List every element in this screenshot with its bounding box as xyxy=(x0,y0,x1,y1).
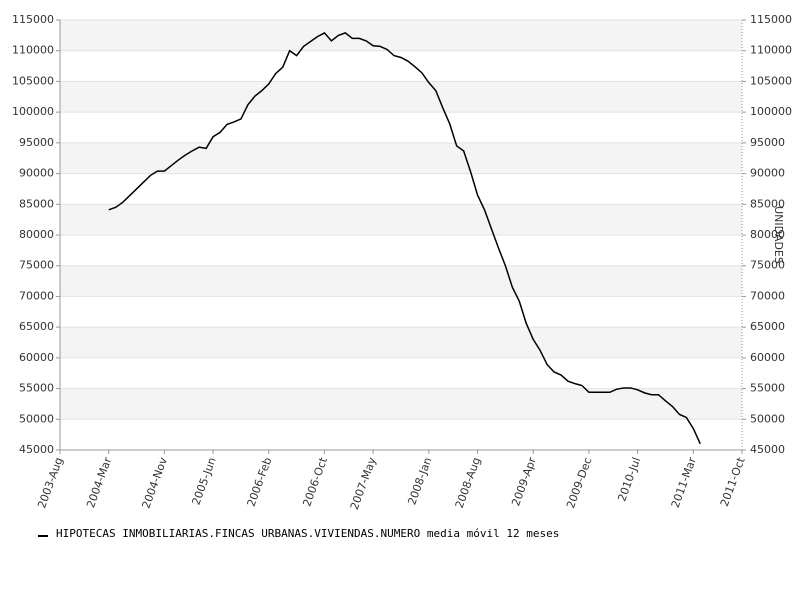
y-tick-label: 110000 xyxy=(12,44,54,57)
grid-band xyxy=(60,81,742,113)
x-tick-label: 2009-Apr xyxy=(509,455,539,508)
x-tick-label: 2003-Aug xyxy=(35,456,65,510)
y2-tick-label: 55000 xyxy=(750,382,785,395)
y-tick-label: 85000 xyxy=(19,197,54,210)
y-tick-label: 75000 xyxy=(19,259,54,272)
y-tick-label: 80000 xyxy=(19,228,54,241)
y-tick-label: 115000 xyxy=(12,13,54,26)
y2-tick-label: 90000 xyxy=(750,167,785,180)
y2-tick-label: 65000 xyxy=(750,320,785,333)
y-tick-label: 65000 xyxy=(19,320,54,333)
grid-band xyxy=(60,265,742,297)
y-tick-label: 70000 xyxy=(19,289,54,302)
y2-tick-label: 95000 xyxy=(750,136,785,149)
x-tick-label: 2008-Aug xyxy=(453,456,483,510)
y2-tick-label: 60000 xyxy=(750,351,785,364)
y2-tick-label: 80000 xyxy=(750,228,785,241)
x-tick-label: 2004-Mar xyxy=(84,455,114,509)
x-tick-label: 2006-Oct xyxy=(300,455,330,508)
y-tick-label: 60000 xyxy=(19,351,54,364)
y2-tick-label: 105000 xyxy=(750,74,792,87)
x-tick-label: 2008-Jan xyxy=(405,456,434,507)
y2-tick-label: 75000 xyxy=(750,259,785,272)
grid-band xyxy=(60,204,742,235)
x-tick-label: 2011-Mar xyxy=(669,455,699,509)
y2-axis-label: UNIDADES xyxy=(772,206,785,264)
x-tick-label: 2006-Feb xyxy=(245,456,275,509)
x-tick-label: 2010-Jul xyxy=(615,456,643,504)
grid-band xyxy=(60,388,742,420)
y-tick-label: 50000 xyxy=(19,412,54,425)
data-line xyxy=(108,31,701,445)
x-tick-label: 2009-Dec xyxy=(564,456,594,510)
y2-tick-label: 45000 xyxy=(750,443,785,456)
x-tick-label: 2005-Jun xyxy=(190,456,219,507)
y2-tick-label: 70000 xyxy=(750,289,785,302)
y2-tick-label: 115000 xyxy=(750,13,792,26)
y-tick-label: 45000 xyxy=(19,443,54,456)
y2-tick-label: 50000 xyxy=(750,412,785,425)
y-tick-label: 100000 xyxy=(12,105,54,118)
y-tick-label: 55000 xyxy=(19,382,54,395)
y2-tick-label: 85000 xyxy=(750,197,785,210)
grid-band xyxy=(60,20,742,51)
x-tick-label: 2007-May xyxy=(348,455,379,511)
grid-band xyxy=(60,327,742,358)
y2-tick-label: 110000 xyxy=(750,44,792,57)
grid-band xyxy=(60,142,742,174)
legend-label: HIPOTECAS INMOBILIARIAS.FINCAS URBANAS.V… xyxy=(56,527,559,540)
y-tick-label: 95000 xyxy=(19,136,54,149)
x-tick-label: 2004-Nov xyxy=(140,455,171,510)
y-tick-label: 105000 xyxy=(12,74,54,87)
y-tick-label: 90000 xyxy=(19,167,54,180)
x-tick-label: 2011-Oct xyxy=(718,455,748,508)
grid-bands xyxy=(60,20,742,420)
y2-tick-label: 100000 xyxy=(750,105,792,118)
